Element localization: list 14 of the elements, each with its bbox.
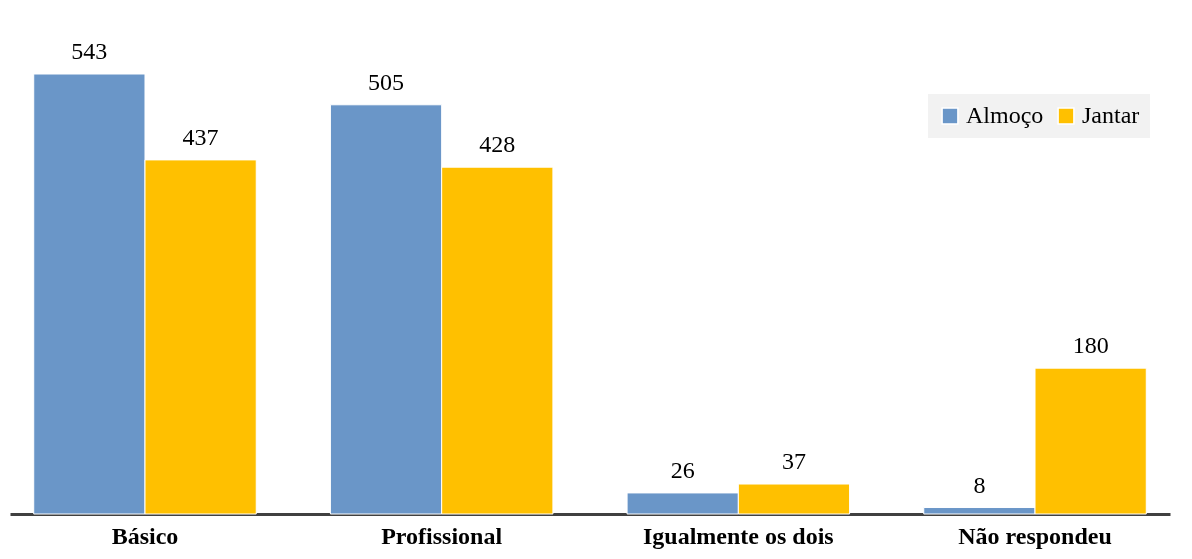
data-label: 428	[479, 131, 516, 158]
data-label: 505	[368, 68, 405, 95]
data-label: 26	[670, 456, 695, 483]
x-tick-label: Igualmente os dois	[642, 522, 834, 549]
legend-label: Almoço	[966, 102, 1044, 128]
data-label: 37	[781, 448, 806, 475]
data-label: 437	[182, 123, 219, 150]
x-tick-label: Profissional	[381, 522, 503, 549]
data-label: 180	[1072, 332, 1109, 359]
x-tick-label: Básico	[111, 522, 179, 549]
x-tick-label: Não respondeu	[958, 522, 1112, 549]
data-label: 8	[973, 471, 986, 498]
data-label: 543	[71, 38, 108, 64]
legend-label: Jantar	[1082, 102, 1140, 128]
